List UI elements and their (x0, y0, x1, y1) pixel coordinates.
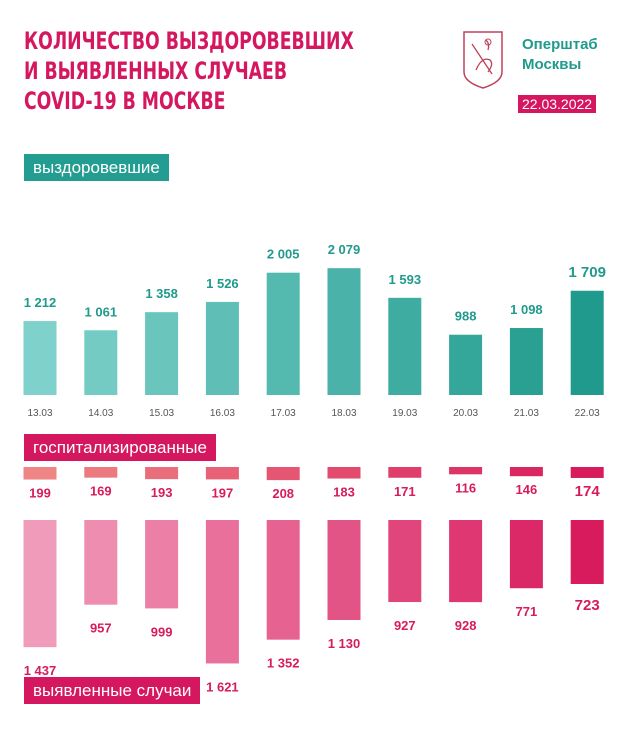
recovered-bar (449, 334, 483, 395)
title-line: COVID-19 В МОСКВЕ (24, 87, 226, 115)
cases-value-label: 1 437 (24, 663, 57, 678)
cases-bar (266, 520, 300, 640)
cases-bar (145, 520, 179, 609)
cases-value-label: 1 130 (328, 636, 361, 651)
org-name: Оперштаб Москвы (522, 35, 598, 75)
recovered-bar (509, 328, 543, 395)
hospitalized-bar (205, 467, 239, 480)
recovered-section-label: выздоровевшие (24, 154, 169, 181)
hospitalized-value-label: 169 (90, 484, 112, 499)
recovered-bar (327, 268, 361, 395)
page-title: КОЛИЧЕСТВО ВЫЗДОРОВЕВШИХ И ВЫЯВЛЕННЫХ СЛ… (24, 26, 354, 116)
hospitalized-bar (509, 467, 543, 477)
recovered-value-label: 1 526 (206, 276, 239, 291)
recovered-value-label: 2 005 (267, 247, 300, 262)
hospitalized-bar (266, 467, 300, 481)
title-line: КОЛИЧЕСТВО ВЫЗДОРОВЕВШИХ (24, 27, 354, 55)
cases-value-label: 999 (151, 624, 173, 639)
hospitalized-value-label: 171 (394, 484, 416, 499)
cases-bar (23, 520, 57, 648)
recovered-value-label: 1 593 (389, 272, 422, 287)
date-tick-label: 22.03 (575, 408, 600, 419)
hospitalized-bar (449, 467, 483, 475)
cases-value-label: 1 621 (206, 679, 239, 694)
cases-bar (449, 520, 483, 603)
title-line: И ВЫЯВЛЕННЫХ СЛУЧАЕВ (24, 57, 288, 85)
hospitalized-value-label: 116 (455, 480, 476, 495)
cases-bar (327, 520, 361, 621)
cases-value-label: 723 (575, 597, 600, 614)
date-tick-label: 13.03 (27, 408, 52, 419)
recovered-bar (205, 301, 239, 395)
date-tick-label: 20.03 (453, 408, 478, 419)
recovered-bar (388, 297, 422, 395)
cases-bar (388, 520, 422, 603)
recovered-value-label: 1 061 (85, 304, 118, 319)
hospitalized-value-label: 183 (333, 485, 355, 500)
date-tick-label: 17.03 (271, 408, 296, 419)
date-tick-label: 19.03 (392, 408, 417, 419)
cases-bar (84, 520, 118, 605)
hospitalized-bar (388, 467, 422, 478)
recovered-value-label: 988 (455, 309, 477, 324)
date-tick-label: 15.03 (149, 408, 174, 419)
recovered-value-label: 1 212 (24, 295, 57, 310)
hospitalized-bar (84, 467, 118, 478)
hospitalized-bar (570, 467, 604, 478)
cases-value-label: 928 (455, 618, 477, 633)
date-tick-label: 18.03 (331, 408, 356, 419)
recovered-value-label: 1 709 (568, 264, 606, 281)
recovered-value-label: 1 098 (510, 302, 543, 317)
cases-section-label: выявленные случаи (24, 677, 201, 704)
hospitalized-value-label: 208 (272, 486, 294, 501)
recovered-bar (145, 312, 179, 395)
recovered-value-label: 1 358 (145, 286, 178, 301)
recovered-bar (84, 330, 118, 395)
cases-bar (509, 520, 543, 589)
date-tick-label: 16.03 (210, 408, 235, 419)
hospitalized-value-label: 146 (516, 482, 538, 497)
hospitalized-bar (23, 467, 57, 480)
date-tick-label: 14.03 (88, 408, 113, 419)
coat-of-arms-icon (463, 31, 503, 89)
recovered-bar (570, 290, 604, 395)
cases-value-label: 1 352 (267, 656, 300, 671)
recovered-value-label: 2 079 (328, 242, 361, 257)
cases-value-label: 927 (394, 618, 416, 633)
hospitalized-value-label: 199 (29, 486, 51, 501)
date-badge: 22.03.2022 (518, 95, 597, 113)
recovered-bar (23, 321, 57, 395)
hospitalized-bar (327, 467, 361, 479)
date-tick-label: 21.03 (514, 408, 539, 419)
hospitalized-bar (145, 467, 179, 480)
hospitalized-section-label: госпитализированные (24, 434, 216, 461)
cases-bar (570, 520, 604, 584)
org-line: Оперштаб (522, 36, 598, 53)
hospitalized-value-label: 174 (575, 483, 601, 500)
org-line: Москвы (522, 56, 582, 73)
cases-bar (205, 520, 239, 664)
recovered-bar (266, 272, 300, 395)
cases-value-label: 957 (90, 621, 112, 636)
hospitalized-value-label: 197 (212, 485, 234, 500)
cases-value-label: 771 (516, 604, 538, 619)
hospitalized-value-label: 193 (151, 485, 173, 500)
